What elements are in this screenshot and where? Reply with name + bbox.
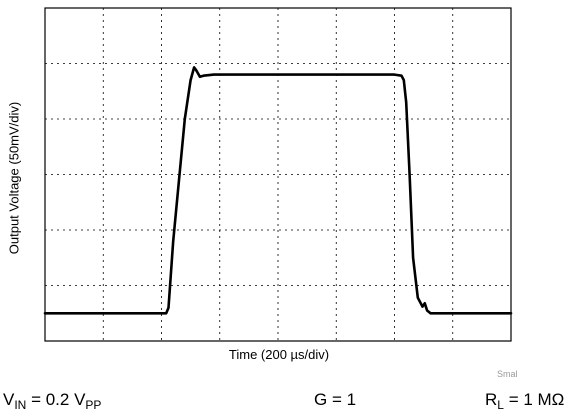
vin-condition: VIN = 0.2 VPP — [3, 390, 101, 412]
vin-subscript: IN — [14, 398, 27, 412]
load-symbol: R — [485, 390, 498, 409]
vin-symbol: V — [3, 390, 15, 409]
load-condition: RL = 1 MΩ — [485, 390, 564, 412]
waveform-trace — [43, 66, 513, 315]
load-subscript: L — [497, 398, 504, 412]
plot-frame — [44, 7, 512, 342]
grid — [45, 8, 511, 341]
vin-value: = 0.2 V — [26, 390, 86, 409]
x-axis-label: Time (200 µs/div) — [228, 347, 330, 362]
y-axis-label: Output Voltage (50mV/div) — [6, 101, 22, 255]
small-note: Smal — [497, 369, 518, 379]
gain-condition: G = 1 — [314, 390, 357, 409]
vin-unit-subscript: PP — [85, 398, 102, 412]
load-value: = 1 MΩ — [503, 390, 565, 409]
